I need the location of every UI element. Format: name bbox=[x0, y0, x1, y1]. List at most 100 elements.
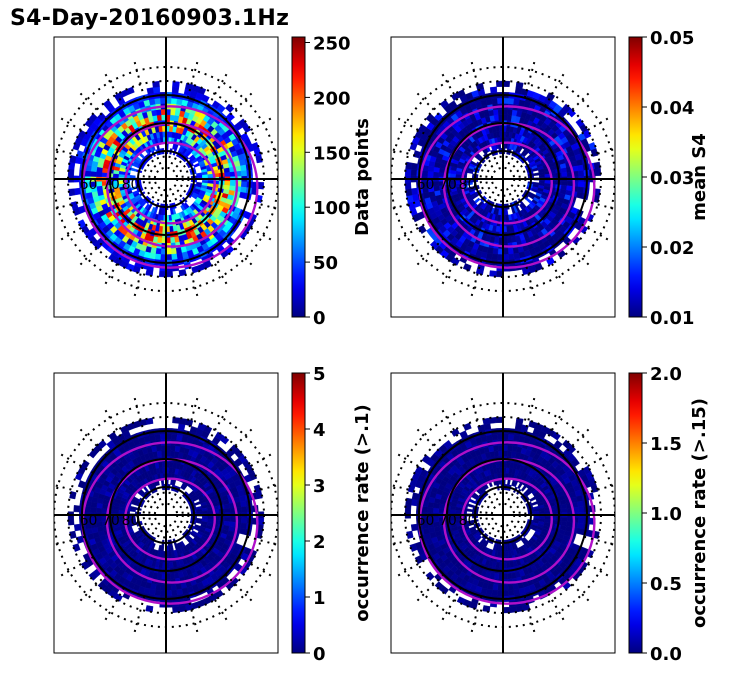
heatmap-bin bbox=[77, 219, 87, 229]
heatmap-bin bbox=[156, 108, 162, 116]
heatmap-bin bbox=[493, 444, 499, 452]
meridian-line bbox=[132, 57, 146, 99]
meridian-line bbox=[575, 115, 613, 138]
colorbar-tick-label: 0 bbox=[313, 308, 326, 329]
plot-area: 60 70 80 bbox=[54, 373, 278, 653]
meridian-line bbox=[224, 425, 256, 457]
meridian-line bbox=[391, 147, 423, 159]
heatmap-bin bbox=[594, 168, 602, 177]
heatmap-bin bbox=[90, 506, 97, 513]
heatmap-bin bbox=[566, 108, 577, 118]
heatmap-bin bbox=[172, 416, 180, 424]
heatmap-bin bbox=[491, 589, 498, 597]
heatmap-bin bbox=[409, 543, 418, 552]
heatmap-bin bbox=[159, 131, 164, 138]
heatmap-bin bbox=[493, 108, 499, 116]
heatmap-bin bbox=[533, 172, 540, 177]
heatmap-bin bbox=[201, 94, 210, 103]
colorbar bbox=[628, 36, 643, 318]
heatmap-bin bbox=[156, 444, 162, 452]
meridian-line bbox=[186, 595, 200, 637]
heatmap-bin bbox=[410, 523, 418, 532]
heatmap-bin bbox=[515, 417, 524, 425]
meridian-line bbox=[561, 573, 593, 605]
meridian-line bbox=[393, 451, 431, 474]
heatmap-bin bbox=[482, 605, 491, 613]
heatmap-bin bbox=[561, 172, 568, 178]
heatmap-bin bbox=[223, 503, 231, 510]
meridian-line bbox=[583, 147, 615, 159]
meridian-line bbox=[544, 405, 567, 443]
heatmap-bin bbox=[196, 174, 203, 179]
meridian-line bbox=[76, 573, 108, 605]
heatmap-bin bbox=[151, 445, 158, 453]
meridian-line bbox=[56, 556, 94, 579]
colorbar-tick-label: 0.02 bbox=[650, 238, 694, 259]
heatmap-bin bbox=[405, 188, 413, 197]
heatmap-bin bbox=[495, 125, 500, 133]
heatmap-bin bbox=[170, 584, 177, 591]
meridian-line bbox=[583, 199, 615, 211]
heatmap-bin bbox=[169, 572, 176, 580]
heatmap-bin bbox=[151, 109, 158, 117]
heatmap-bin bbox=[73, 505, 80, 513]
heatmap-bin bbox=[577, 517, 585, 524]
heatmap-bin bbox=[257, 181, 265, 190]
heatmap-bin bbox=[533, 510, 540, 515]
heatmap-bin bbox=[220, 435, 230, 445]
heatmap-bin bbox=[411, 492, 420, 501]
heatmap-bin bbox=[240, 181, 248, 188]
heatmap-bin bbox=[577, 164, 585, 172]
meridian-line bbox=[583, 535, 615, 547]
colorbar-tick-label: 150 bbox=[313, 143, 351, 164]
heatmap-bin bbox=[489, 270, 497, 278]
heatmap-bin bbox=[154, 97, 161, 105]
heatmap-bin bbox=[507, 584, 514, 591]
heatmap-bin bbox=[417, 224, 427, 235]
heatmap-bin bbox=[158, 125, 163, 133]
meridian-line bbox=[583, 483, 615, 495]
auroral-oval-boundary bbox=[123, 141, 216, 225]
colorbar-tick-label: 3 bbox=[313, 476, 326, 497]
heatmap-bin bbox=[169, 225, 174, 233]
heatmap-bin bbox=[196, 510, 203, 515]
heatmap-bin bbox=[84, 170, 92, 177]
meridian-line bbox=[76, 89, 108, 121]
heatmap-bin bbox=[69, 530, 77, 539]
meridian-line bbox=[246, 147, 278, 159]
meridian-line bbox=[54, 535, 86, 547]
heatmap-bin bbox=[531, 501, 538, 506]
meridian-line bbox=[207, 587, 230, 625]
colorbar-tick-label: 2 bbox=[313, 532, 326, 553]
colorbar-tick-label: 250 bbox=[313, 33, 351, 54]
heatmap-bin bbox=[427, 170, 434, 177]
heatmap-bin bbox=[172, 80, 180, 88]
heatmap-bin bbox=[577, 170, 585, 177]
meridian-line bbox=[246, 483, 278, 495]
auroral-oval-boundary bbox=[461, 477, 554, 561]
heatmap-bin bbox=[496, 131, 501, 138]
meridian-line bbox=[102, 251, 125, 289]
meridian-line bbox=[523, 595, 537, 637]
meridian-line bbox=[132, 259, 146, 301]
meridian-line bbox=[393, 220, 431, 243]
axes-frame bbox=[390, 36, 616, 318]
heatmap-bin bbox=[506, 236, 513, 244]
heatmap-bin bbox=[538, 510, 546, 514]
heatmap-bin bbox=[154, 253, 161, 261]
colorbar-tick-label: 0.0 bbox=[650, 644, 682, 665]
heatmap-bin bbox=[410, 162, 418, 171]
heatmap-bin bbox=[152, 80, 160, 88]
heatmap-bin bbox=[226, 112, 235, 122]
meridian-line bbox=[56, 220, 94, 243]
heatmap-bin bbox=[507, 248, 514, 255]
meridian-line bbox=[523, 57, 537, 99]
latitude-label: 60 bbox=[417, 177, 435, 193]
heatmap-bin bbox=[491, 433, 498, 441]
heatmap-bin bbox=[560, 503, 568, 510]
meridian-line bbox=[439, 69, 462, 107]
heatmap-bin bbox=[560, 167, 568, 174]
heatmap-bin bbox=[158, 208, 162, 216]
latitude-label: 60 bbox=[80, 513, 98, 529]
heatmap-bin bbox=[456, 89, 466, 98]
